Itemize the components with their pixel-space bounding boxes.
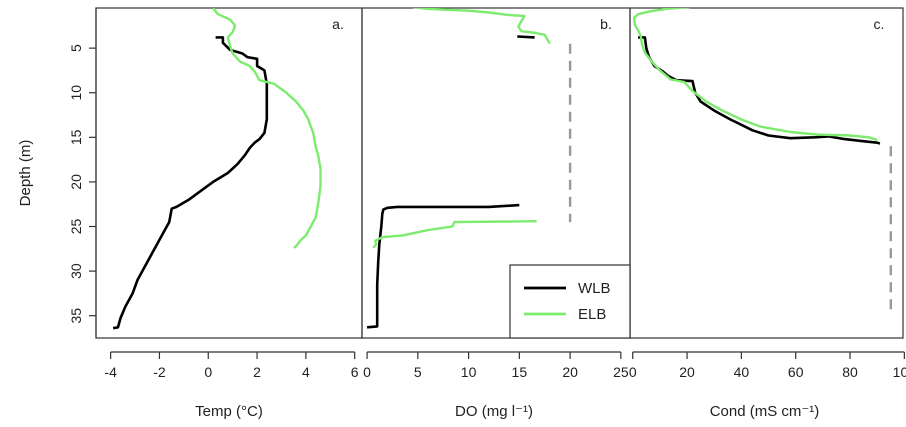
x-tick-label: 100 [893,364,906,380]
x-tick-label: 15 [512,364,528,380]
panel-a: a. -4 -2 0 2 4 6 Temp (°C) [95,7,363,420]
panel-b: b. 0 5 10 15 20 25 DO (mg l⁻¹) [361,7,631,420]
y-tick-label: 35 [68,308,84,324]
x-tick-label: 5 [414,364,422,380]
y-tick-label: 30 [68,263,84,279]
legend: WLB ELB [509,264,631,339]
series-group [632,8,892,316]
x-tick-label: -2 [153,364,166,380]
series-line-wlb [366,203,520,329]
y-axis-title: Depth (m) [17,140,34,207]
x-axis-title: Cond (mS cm⁻¹) [710,403,820,420]
x-tick-label: 60 [788,364,804,380]
legend-label-wlb: WLB [578,280,611,297]
legend-box [509,264,631,339]
y-axis: 5 10 15 20 25 30 35 Depth (m) [17,8,97,338]
y-tick-label: 15 [68,129,84,145]
series-line-elb [212,8,322,249]
x-tick-label: 6 [351,364,359,380]
legend-label-elb: ELB [578,306,606,323]
x-tick-label: 0 [629,364,637,380]
x-tick-label: 40 [734,364,750,380]
y-tick-label: 20 [68,174,84,190]
y-tick-label: 25 [68,219,84,235]
x-axis-title: DO (mg l⁻¹) [455,403,533,420]
series-line-elb [372,220,537,249]
x-tick-label: 20 [562,364,578,380]
x-axis-title: Temp (°C) [195,403,263,420]
x-tick-label: -4 [104,364,117,380]
x-tick-label: 4 [302,364,310,380]
series-line-wlb [112,36,269,330]
x-tick-label: 20 [679,364,695,380]
panels: a. -4 -2 0 2 4 6 Temp (°C) b. 0 5 10 15 20 25 DO (mg l⁻… [95,7,906,420]
x-tick-label: 0 [363,364,371,380]
x-tick-label: 80 [842,364,858,380]
series-line-elb [412,8,551,45]
series-line-wlb [638,36,881,145]
panel-c: c. 0 20 40 60 80 100 Cond (mS cm⁻¹) [629,7,906,420]
x-tick-label: 0 [204,364,212,380]
series-group [366,8,572,329]
series-line-elb [632,8,878,142]
series-line-wlb [517,35,535,39]
y-tick-label: 10 [68,85,84,101]
x-tick-label: 10 [461,364,477,380]
y-tick-label: 5 [68,44,84,52]
panel-label: b. [600,16,612,32]
panel-label: c. [874,16,885,32]
panel-frame [629,7,904,339]
x-tick-label: 2 [253,364,261,380]
x-tick-label: 25 [613,364,629,380]
panel-label: a. [332,16,344,32]
series-group [112,8,322,330]
